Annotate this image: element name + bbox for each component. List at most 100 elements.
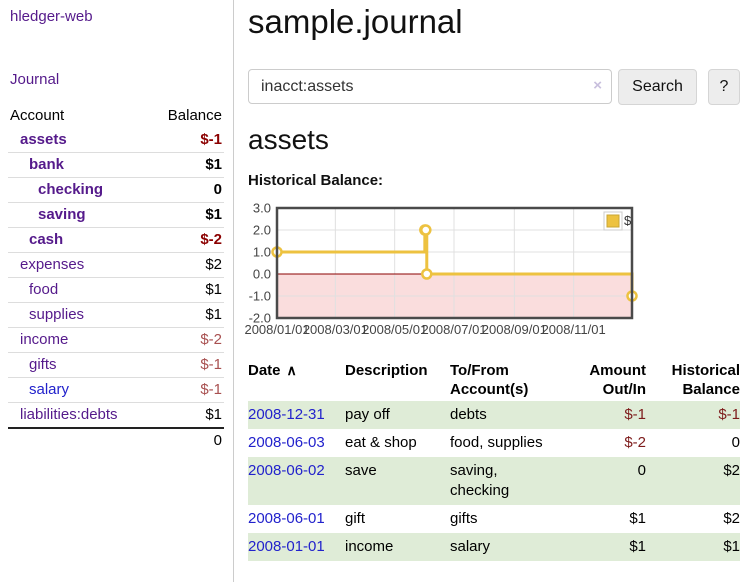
account-row: gifts $-1 (8, 352, 224, 377)
search-input[interactable] (248, 69, 612, 104)
balance-header-label: Balance (167, 107, 222, 124)
account-link-supplies[interactable]: supplies (29, 306, 85, 323)
historical-balance-chart: $3.0 2.0 1.0 0.0 -1.0 -2.0 2008/01/01 2008/03/0… (244, 200, 742, 350)
x-axis-tick-label: 2008/09/01 (482, 322, 547, 337)
account-row: food $1 (8, 277, 224, 302)
x-axis-tick-label: 2008/01/01 (244, 322, 309, 337)
transaction-amount-cell: $1 (629, 538, 646, 555)
account-balance: 0 (213, 181, 222, 198)
account-row: bank $1 (8, 152, 224, 177)
transaction-amount-cell: $-2 (624, 434, 646, 451)
transaction-description-cell: pay off (345, 406, 390, 423)
account-link-bank[interactable]: bank (29, 156, 65, 173)
account-link-liabilities-debts[interactable]: liabilities:debts (20, 406, 118, 423)
account-row: checking 0 (8, 177, 224, 202)
transaction-date-cell: 2008-06-02 (248, 457, 345, 505)
account-row: saving $1 (8, 202, 224, 227)
transaction-date-link[interactable]: 2008-06-03 (248, 434, 325, 451)
transaction-accounts-cell: debts (450, 406, 487, 423)
legend-swatch-icon (606, 214, 620, 228)
plot-border (275, 206, 634, 320)
col-header-description: Description (345, 362, 428, 379)
y-axis-tick-label: -1.0 (249, 289, 271, 304)
legend-label: $ (624, 213, 632, 228)
chart-heading: Historical Balance: (248, 172, 384, 189)
sidebar: hledger-web Journal Account Balance asse… (0, 0, 234, 582)
transaction-row: 2008-01-01 income salary $1 $1 (248, 533, 740, 561)
main-content: sample.journal × Search ? assets Histori… (244, 0, 742, 582)
date-header-label: Date (248, 362, 281, 379)
account-link-salary[interactable]: salary (29, 381, 70, 398)
account-balance: $-1 (200, 356, 222, 373)
app-brand-link[interactable]: hledger-web (10, 8, 93, 25)
transaction-date-link[interactable]: 2008-12-31 (248, 406, 325, 423)
y-axis-tick-label: 0.0 (253, 267, 271, 282)
transaction-date-link[interactable]: 2008-01-01 (248, 538, 325, 555)
transaction-balance-cell: $2 (723, 462, 740, 479)
data-point-marker (421, 268, 433, 280)
x-axis-tick-label: 2008/07/01 (421, 322, 486, 337)
account-link-assets[interactable]: assets (20, 131, 67, 148)
page-title: sample.journal (248, 3, 463, 40)
account-balance: $1 (205, 206, 222, 223)
account-link-income[interactable]: income (20, 331, 69, 348)
account-row: cash $-2 (8, 227, 224, 252)
transaction-row: 2008-06-01 gift gifts $1 $2 (248, 505, 740, 533)
transaction-balance-cell: $1 (723, 538, 740, 555)
account-balance: $1 (205, 306, 222, 323)
transaction-accounts-cell: food, supplies (450, 434, 543, 451)
register-table: Date ∧ Description To/From Account(s) Amo… (248, 358, 740, 561)
search-button[interactable]: Search (618, 69, 697, 105)
transaction-date-cell: 2008-12-31 (248, 401, 345, 429)
transaction-row: 2008-06-02 save saving, checking 0 $2 (248, 457, 740, 505)
account-link-gifts[interactable]: gifts (29, 356, 57, 373)
account-link-saving[interactable]: saving (38, 206, 86, 223)
help-button[interactable]: ? (708, 69, 740, 105)
transaction-amount-cell: 0 (637, 462, 646, 479)
transaction-date-cell: 2008-06-03 (248, 429, 345, 457)
transaction-date-cell: 2008-06-01 (248, 505, 345, 533)
account-link-checking[interactable]: checking (38, 181, 104, 198)
accounts-tree-header: Account Balance (8, 104, 224, 128)
account-link-food[interactable]: food (29, 281, 59, 298)
account-balance: $-2 (200, 331, 222, 348)
transaction-balance-cell: $2 (723, 510, 740, 527)
sort-ascending-icon: ∧ (286, 362, 297, 378)
transaction-description-cell: income (345, 538, 394, 555)
account-row: liabilities:debts $1 (8, 402, 224, 427)
col-header-amount: Amount Out/In (589, 362, 646, 398)
account-row: income $-2 (8, 327, 224, 352)
transaction-date-cell: 2008-01-01 (248, 533, 345, 561)
accounts-tree: Account Balance assets $-1 bank $1 checking 0… (8, 104, 224, 453)
nav-journal-link[interactable]: Journal (10, 71, 60, 88)
account-link-expenses[interactable]: expenses (20, 256, 85, 273)
account-row: expenses $2 (8, 252, 224, 277)
transaction-description-cell: gift (345, 510, 366, 527)
account-balance: $-2 (200, 231, 222, 248)
account-balance: $2 (205, 256, 222, 273)
x-axis-tick-label: 2008/11/01 (542, 322, 606, 337)
accounts-total-value: 0 (213, 432, 222, 449)
account-balance: $-1 (200, 381, 222, 398)
account-balance: $-1 (200, 131, 222, 148)
col-header-accounts: To/From Account(s) (450, 362, 529, 398)
accounts-header-label: Account (10, 107, 65, 124)
account-link-cash[interactable]: cash (29, 231, 64, 248)
clear-search-icon[interactable]: × (593, 77, 602, 94)
transaction-row: 2008-12-31 pay off debts $-1 $-1 (248, 401, 740, 429)
x-axis-tick-label: 2008/03/01 (303, 322, 368, 337)
account-balance: $1 (205, 281, 222, 298)
transaction-balance-cell: $-1 (718, 406, 740, 423)
col-header-date[interactable]: Date ∧ (248, 358, 345, 401)
transaction-amount-cell: $-1 (624, 406, 646, 423)
transaction-description-cell: save (345, 462, 377, 479)
y-axis-tick-label: 2.0 (253, 223, 271, 238)
transaction-date-link[interactable]: 2008-06-01 (248, 510, 325, 527)
y-axis-tick-label: 3.0 (253, 201, 271, 216)
transaction-date-link[interactable]: 2008-06-02 (248, 462, 325, 479)
col-header-balance: Historical Balance (671, 362, 740, 398)
account-row: assets $-1 (8, 128, 224, 152)
transaction-row: 2008-06-03 eat & shop food, supplies $-2 0 (248, 429, 740, 457)
y-axis-tick-label: 1.0 (253, 245, 271, 260)
transaction-amount-cell: $1 (629, 510, 646, 527)
